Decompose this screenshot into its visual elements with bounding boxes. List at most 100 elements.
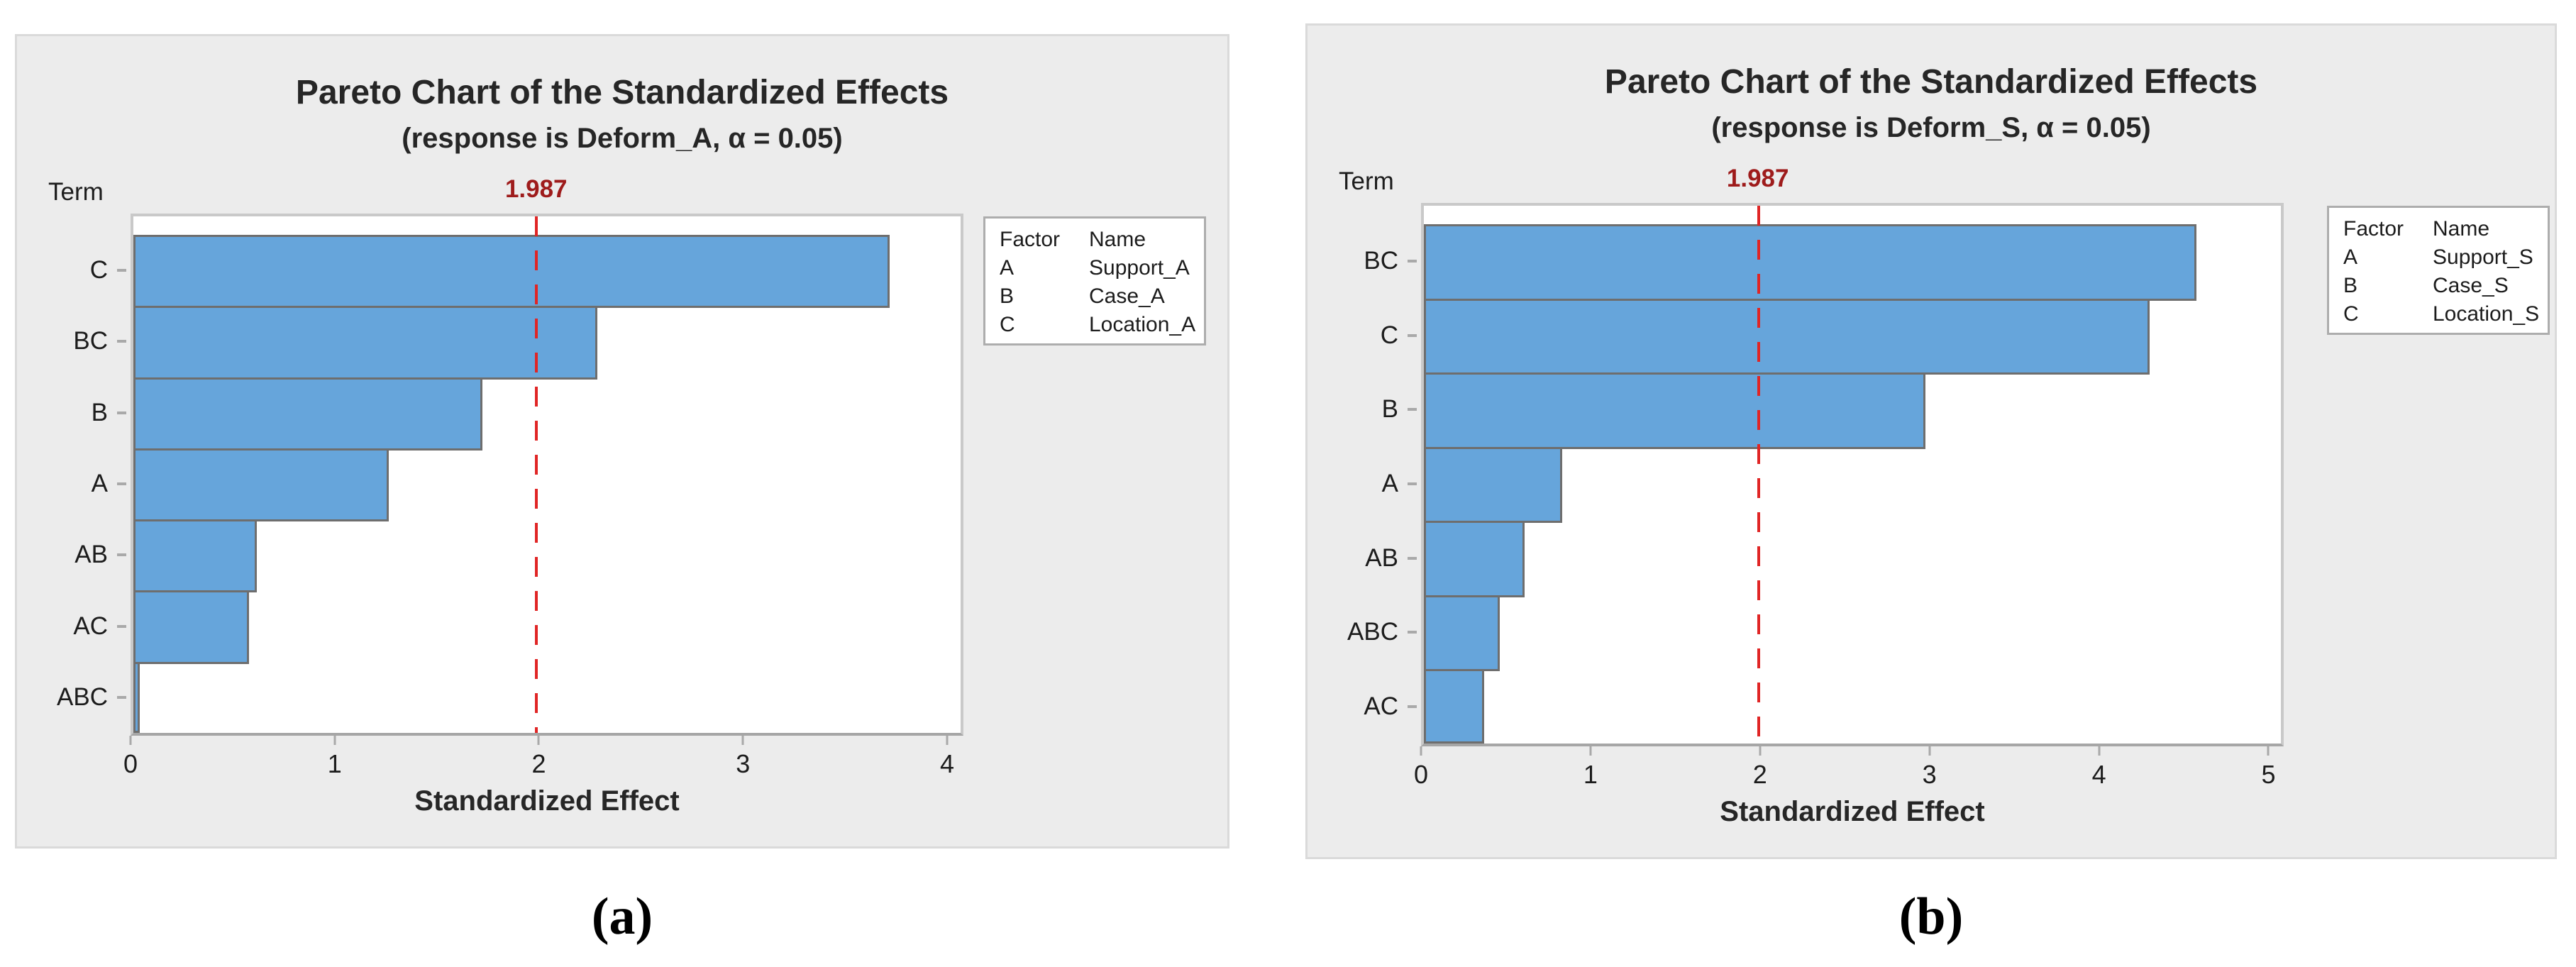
bar-AB bbox=[1424, 521, 1525, 597]
x-tick-label: 5 bbox=[2261, 760, 2276, 789]
term-axis: C BC B A AB AC ABC bbox=[17, 214, 131, 736]
factor-legend: Factor Name A Support_A B Case_A C Location_A bbox=[983, 216, 1206, 346]
y-axis-title: Term bbox=[48, 178, 104, 206]
chart-title: Pareto Chart of the Standardized Effects bbox=[295, 74, 949, 111]
legend-name: Location_S bbox=[2433, 302, 2540, 326]
reference-label-row: 1.987 bbox=[1421, 165, 2284, 196]
legend-factor: B bbox=[2343, 274, 2358, 297]
y-tick bbox=[117, 695, 126, 699]
term-label-AB: AB bbox=[1365, 543, 1398, 572]
plot-area bbox=[1421, 203, 2284, 746]
legend-header-row: Factor Name bbox=[2343, 215, 2548, 243]
reference-line-label: 1.987 bbox=[1726, 165, 1789, 192]
legend-factor: A bbox=[1000, 256, 1015, 280]
factor-legend: Factor Name A Support_S B Case_S C Location_S bbox=[2327, 206, 2550, 335]
legend-name: Case_S bbox=[2433, 274, 2509, 297]
term-label-ABC: ABC bbox=[1347, 618, 1398, 646]
term-label-AB: AB bbox=[74, 541, 108, 569]
term-label-A: A bbox=[91, 470, 108, 497]
term-label-BC: BC bbox=[1364, 247, 1398, 275]
x-axis: 0 1 2 3 4 5 bbox=[1414, 746, 2284, 803]
legend-header-row: Factor Name bbox=[1000, 226, 1204, 254]
bar-C bbox=[133, 235, 890, 309]
legend-row: A Support_A bbox=[1000, 254, 1204, 282]
x-axis: 0 1 2 3 4 bbox=[123, 736, 963, 792]
y-tick bbox=[117, 411, 126, 414]
y-tick bbox=[1408, 333, 1417, 337]
y-tick bbox=[117, 482, 126, 485]
term-label-B: B bbox=[1381, 395, 1398, 424]
bar-C bbox=[1424, 298, 2150, 375]
x-tick-label: 3 bbox=[1922, 760, 1937, 789]
x-tick-label: 0 bbox=[1413, 760, 1429, 789]
legend-row: A Support_S bbox=[2343, 243, 2548, 272]
chart-title: Pareto Chart of the Standardized Effects bbox=[1604, 63, 2258, 101]
term-label-C: C bbox=[89, 256, 108, 284]
bar-B bbox=[133, 377, 482, 451]
y-tick bbox=[1408, 631, 1417, 634]
x-tick-mark bbox=[1589, 746, 1592, 756]
term-label-A: A bbox=[1381, 470, 1398, 497]
term-axis: BC C B A AB ABC AC bbox=[1308, 203, 1421, 746]
pareto-chart-panel-a: Pareto Chart of the Standardized Effects… bbox=[15, 34, 1229, 849]
reference-line bbox=[1757, 206, 1760, 744]
x-tick-mark bbox=[741, 736, 744, 745]
x-tick-mark bbox=[1420, 746, 1422, 756]
y-tick bbox=[117, 553, 126, 557]
x-tick-label: 2 bbox=[1752, 760, 1767, 789]
legend-factor: B bbox=[1000, 284, 1015, 308]
x-tick-label: 0 bbox=[123, 749, 138, 778]
legend-row: B Case_A bbox=[1000, 282, 1204, 311]
bar-A bbox=[133, 448, 389, 522]
bar-BC bbox=[133, 306, 598, 380]
bar-AC bbox=[133, 590, 249, 664]
bar-ABC bbox=[1424, 595, 1500, 672]
term-label-C: C bbox=[1380, 321, 1398, 349]
chart-subtitle: (response is Deform_A, α = 0.05) bbox=[402, 123, 843, 154]
y-tick bbox=[1408, 482, 1417, 485]
bar-ABC bbox=[133, 661, 140, 733]
bar-BC bbox=[1424, 224, 2197, 301]
x-tick-label: 4 bbox=[939, 749, 954, 778]
y-tick bbox=[1408, 408, 1417, 411]
x-tick-label: 4 bbox=[2091, 760, 2106, 789]
subfigure-caption-a: (a) bbox=[591, 888, 653, 946]
y-tick bbox=[117, 340, 126, 343]
x-tick-mark bbox=[537, 736, 540, 745]
bar-AC bbox=[1424, 669, 1485, 744]
x-tick-mark bbox=[2267, 746, 2270, 756]
x-tick-mark bbox=[333, 736, 336, 745]
legend-name: Case_A bbox=[1089, 284, 1165, 308]
legend-factor: C bbox=[1000, 313, 1015, 336]
term-label-B: B bbox=[91, 398, 108, 426]
legend-row: C Location_S bbox=[2343, 300, 2548, 328]
y-tick bbox=[117, 269, 126, 272]
y-tick bbox=[117, 624, 126, 628]
x-tick-mark bbox=[1759, 746, 1762, 756]
x-axis-title: Standardized Effect bbox=[1720, 796, 1985, 827]
x-tick-mark bbox=[1928, 746, 1931, 756]
legend-name: Support_A bbox=[1089, 256, 1190, 280]
term-label-AC: AC bbox=[1364, 692, 1398, 720]
legend-header: Factor bbox=[2343, 217, 2404, 241]
pareto-chart-panel-b: Pareto Chart of the Standardized Effects… bbox=[1305, 23, 2557, 859]
legend-row: C Location_A bbox=[1000, 311, 1204, 339]
x-tick-mark bbox=[946, 736, 949, 745]
term-label-ABC: ABC bbox=[57, 683, 108, 711]
legend-factor: A bbox=[2343, 245, 2358, 269]
term-label-AC: AC bbox=[73, 612, 108, 640]
reference-line-label: 1.987 bbox=[504, 175, 568, 203]
x-tick-label: 1 bbox=[327, 749, 342, 778]
y-tick bbox=[1408, 704, 1417, 708]
y-tick bbox=[1408, 260, 1417, 263]
bar-AB bbox=[133, 519, 258, 593]
x-tick-mark bbox=[129, 736, 132, 745]
x-tick-label: 3 bbox=[736, 749, 751, 778]
bar-B bbox=[1424, 372, 1926, 449]
legend-header: Name bbox=[1089, 228, 1146, 251]
x-axis-title: Standardized Effect bbox=[414, 785, 680, 817]
x-tick-mark bbox=[2098, 746, 2101, 756]
legend-name: Location_A bbox=[1089, 313, 1196, 336]
legend-header: Name bbox=[2433, 217, 2490, 241]
